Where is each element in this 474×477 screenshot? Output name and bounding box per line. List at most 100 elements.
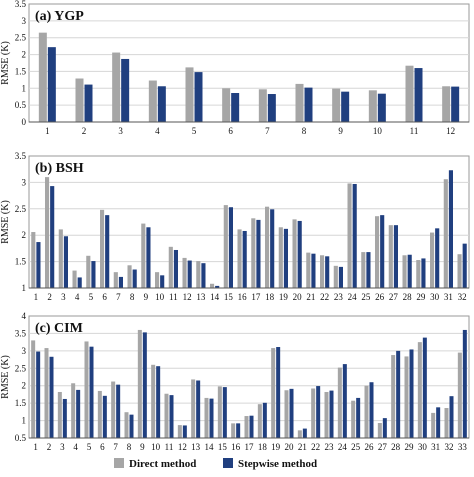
x-tick-label: 16 [231, 442, 241, 452]
bar-direct-23 [333, 265, 338, 288]
y-axis-label: RMSE (K) [0, 355, 11, 399]
x-tick-label: 16 [238, 292, 248, 302]
bar-direct-24 [347, 183, 352, 288]
legend-swatch-direct [114, 458, 124, 468]
x-tick-label: 32 [458, 292, 467, 302]
bar-stepwise-25 [366, 252, 371, 288]
bar-direct-10 [155, 272, 160, 288]
bar-direct-32 [444, 408, 449, 438]
x-tick-label: 25 [361, 292, 371, 302]
x-tick-label: 8 [127, 442, 132, 452]
bar-stepwise-6 [102, 395, 107, 438]
x-tick-label: 8 [130, 292, 135, 302]
bar-direct-6 [222, 88, 231, 122]
bar-direct-7 [111, 381, 116, 438]
x-tick-label: 9 [144, 292, 149, 302]
x-tick-label: 14 [210, 292, 220, 302]
bar-direct-4 [148, 80, 157, 122]
x-tick-label: 27 [378, 442, 388, 452]
panel-title: (c) CIM [35, 321, 83, 336]
bar-stepwise-13 [196, 380, 201, 438]
bar-direct-5 [185, 67, 194, 122]
bar-direct-4 [71, 383, 76, 438]
bar-stepwise-20 [297, 220, 302, 288]
bar-stepwise-4 [77, 277, 82, 288]
x-tick-label: 13 [196, 292, 206, 302]
bar-direct-21 [306, 252, 311, 288]
y-tick-label: 3 [22, 177, 27, 187]
bar-direct-20 [284, 390, 289, 438]
bar-direct-2 [75, 78, 84, 122]
x-tick-label: 5 [89, 292, 94, 302]
x-tick-label: 15 [224, 292, 234, 302]
x-tick-label: 29 [416, 292, 426, 302]
y-axis-label: RMSE (K) [0, 41, 11, 85]
bar-direct-24 [337, 367, 342, 438]
x-tick-label: 30 [418, 442, 428, 452]
bar-stepwise-3 [121, 58, 130, 122]
bar-stepwise-15 [228, 207, 233, 288]
bar-stepwise-19 [276, 347, 281, 438]
bar-direct-14 [204, 397, 209, 438]
x-tick-label: 8 [302, 126, 307, 136]
bar-stepwise-2 [84, 84, 93, 122]
bar-stepwise-16 [236, 423, 241, 438]
x-tick-label: 25 [351, 442, 361, 452]
bar-direct-23 [324, 391, 329, 438]
bar-direct-2 [45, 177, 50, 288]
y-tick-label: 2 [22, 230, 27, 240]
bar-stepwise-3 [63, 236, 68, 288]
legend-label-direct: Direct method [129, 458, 196, 470]
bar-stepwise-15 [222, 387, 227, 438]
bar-stepwise-7 [267, 94, 276, 122]
x-tick-label: 3 [118, 126, 123, 136]
plot-frame [28, 315, 470, 439]
x-tick-label: 1 [33, 442, 38, 452]
bar-stepwise-31 [436, 407, 441, 438]
x-tick-label: 6 [228, 126, 233, 136]
bar-stepwise-2 [50, 186, 55, 288]
x-tick-label: 22 [311, 442, 320, 452]
y-axis-label: RMSE (K) [0, 200, 11, 244]
bar-direct-25 [361, 252, 366, 288]
bar-stepwise-1 [36, 351, 41, 438]
bar-stepwise-5 [91, 261, 96, 288]
x-tick-label: 22 [320, 292, 329, 302]
bar-direct-30 [417, 342, 422, 438]
bar-direct-12 [182, 257, 187, 288]
bar-stepwise-31 [448, 170, 453, 288]
bar-direct-11 [168, 246, 173, 288]
bar-stepwise-17 [256, 219, 261, 288]
bar-direct-5 [84, 341, 89, 438]
y-tick-label: 0 [22, 117, 27, 127]
bar-direct-26 [364, 385, 369, 438]
plot-frame [28, 3, 470, 123]
y-tick-label: 0.5 [15, 433, 27, 443]
x-tick-label: 31 [431, 442, 440, 452]
x-tick-label: 9 [338, 126, 343, 136]
bar-direct-3 [112, 52, 121, 123]
y-tick-label: 3.5 [15, 0, 27, 9]
bar-direct-27 [377, 423, 382, 438]
bar-stepwise-1 [47, 47, 56, 123]
bar-stepwise-10 [156, 366, 161, 438]
bar-direct-1 [31, 340, 36, 438]
legend: Direct method Stepwise method [114, 458, 317, 470]
bar-stepwise-10 [377, 93, 386, 122]
x-tick-label: 4 [155, 126, 160, 136]
x-tick-label: 15 [218, 442, 228, 452]
bar-direct-32 [457, 254, 462, 288]
x-tick-label: 11 [165, 442, 174, 452]
x-tick-label: 26 [365, 442, 375, 452]
x-tick-label: 24 [348, 292, 358, 302]
x-tick-label: 20 [285, 442, 295, 452]
bar-direct-10 [368, 90, 377, 122]
x-tick-label: 33 [458, 442, 468, 452]
bar-stepwise-17 [249, 415, 254, 438]
bar-direct-31 [443, 179, 448, 288]
x-tick-label: 3 [61, 292, 66, 302]
x-tick-label: 11 [410, 126, 419, 136]
